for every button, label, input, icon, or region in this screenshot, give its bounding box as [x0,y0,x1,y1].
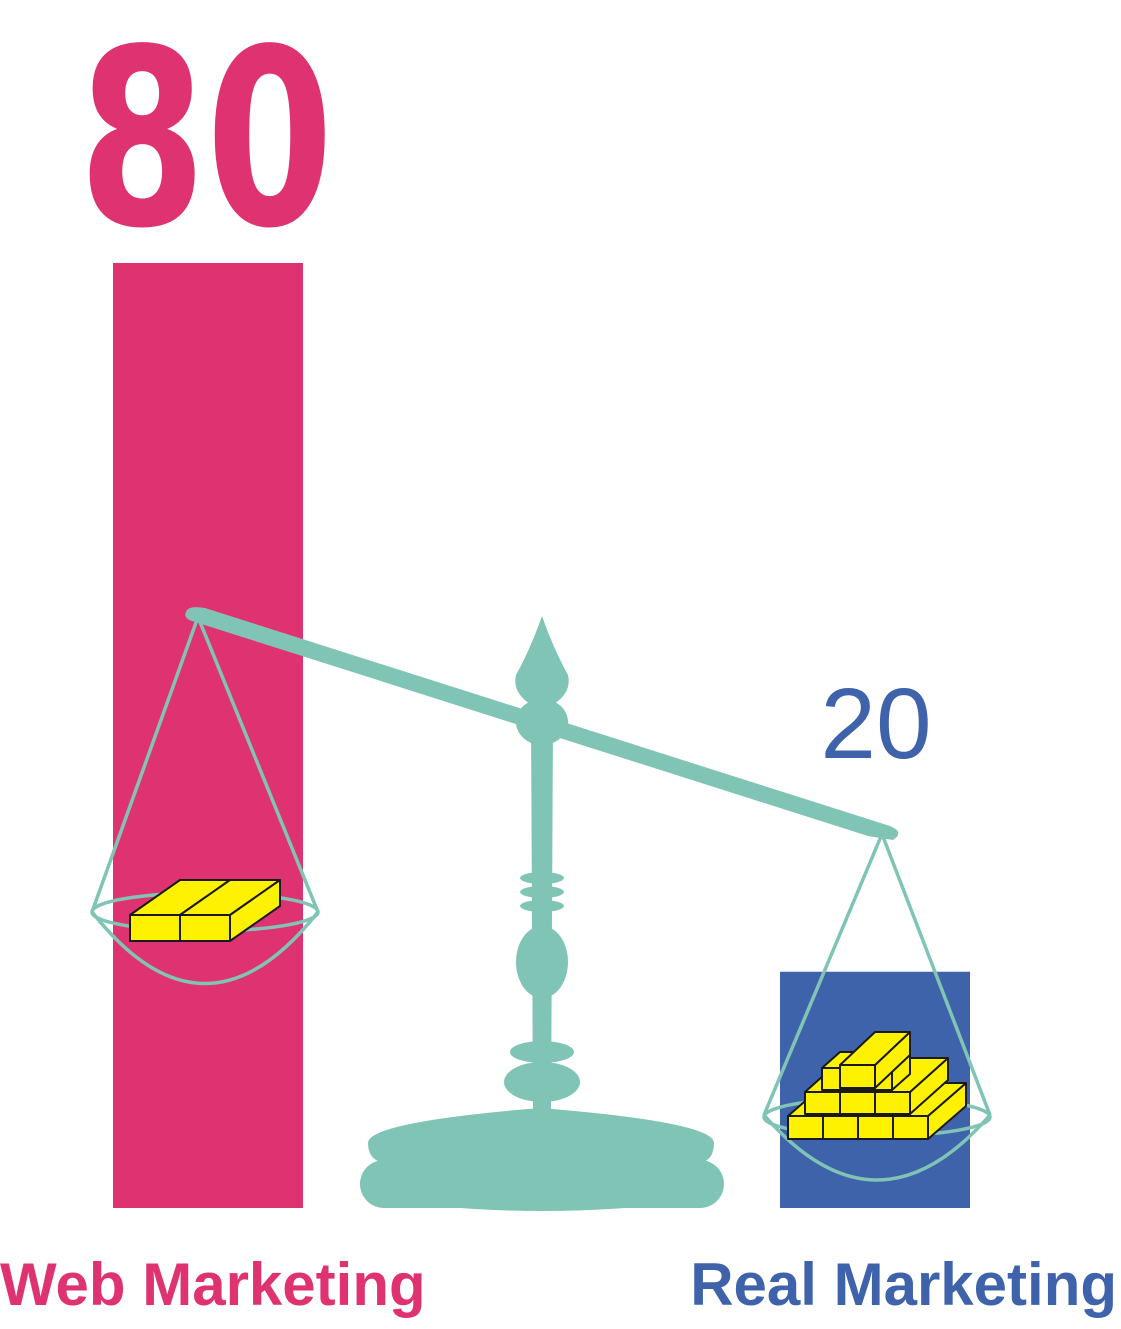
scale-pans [90,616,992,1182]
gold-bars-icon [129,879,281,942]
balance-scale-icon [185,607,899,1211]
category-label-web-marketing: Web Marketing [0,1251,426,1318]
data-label-web-marketing: 80 [79,0,334,282]
gold-bars-icon [787,1031,967,1140]
bar-web-marketing [113,263,303,1208]
data-label-real-marketing: 20 [820,668,931,780]
category-label-real-marketing: Real Marketing [690,1251,1117,1318]
